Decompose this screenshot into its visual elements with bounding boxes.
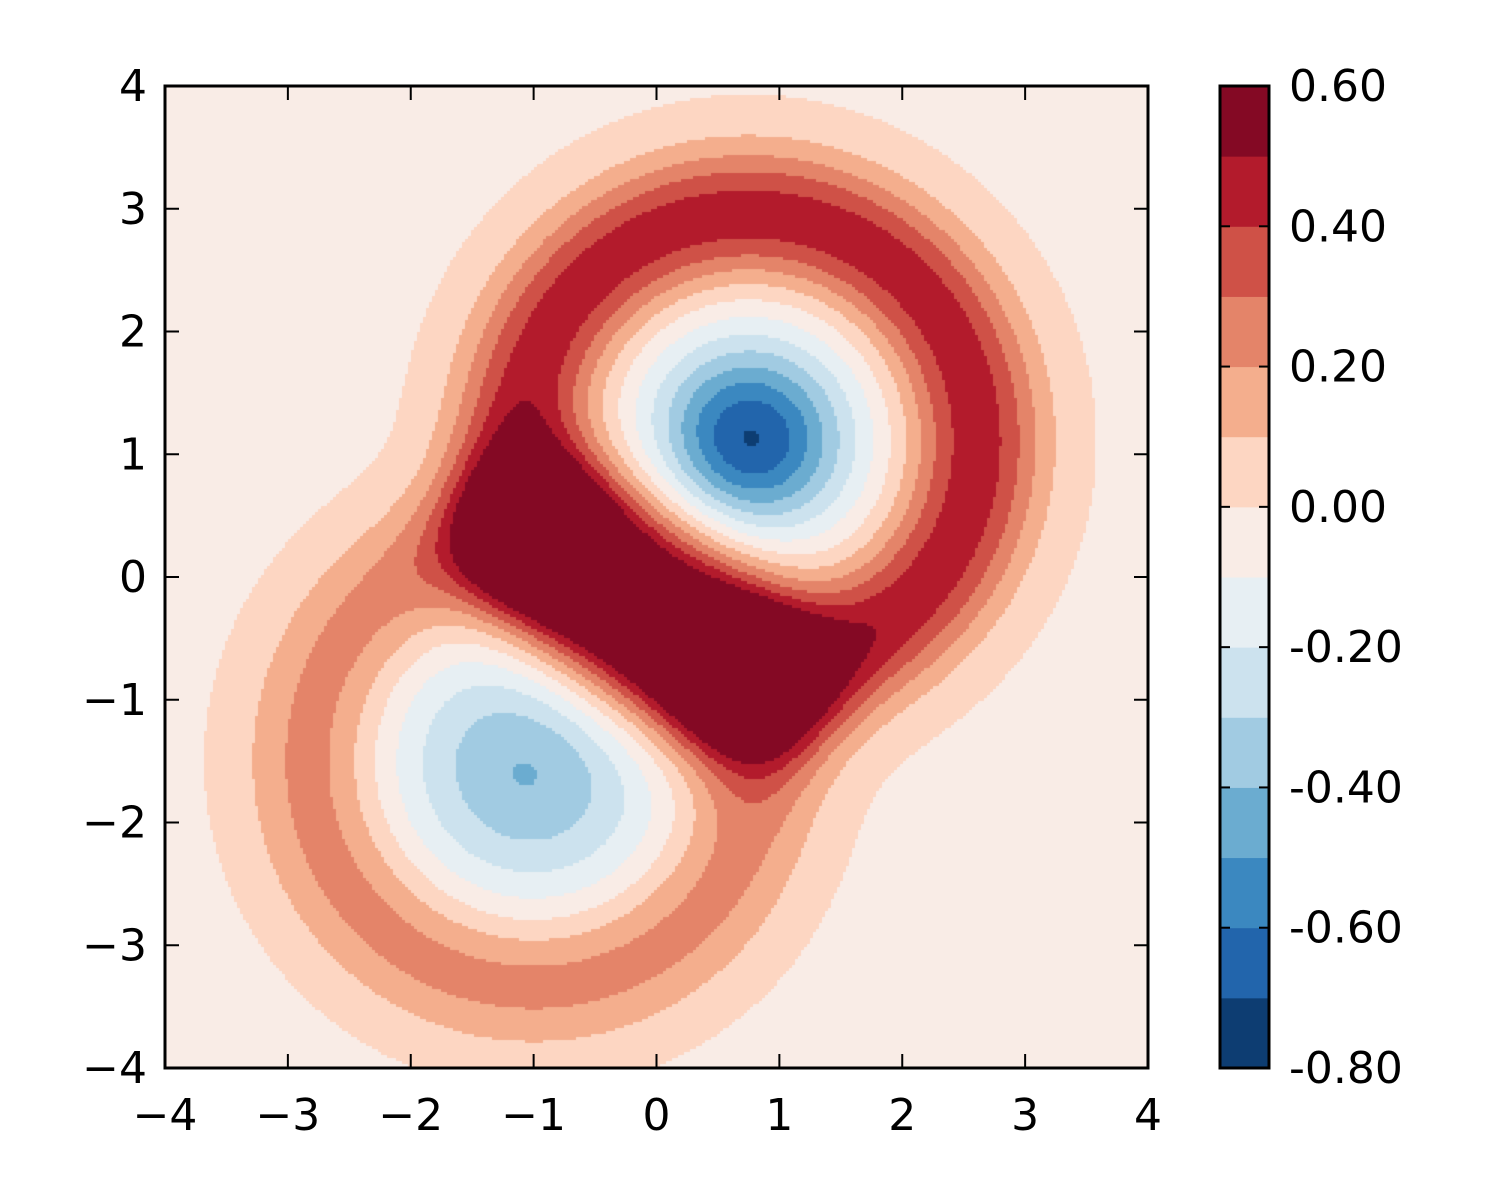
colorbar-band [1220, 577, 1269, 648]
colorbar-band [1220, 997, 1269, 1069]
y-tick-label: 3 [119, 184, 147, 235]
x-tick-label: −1 [501, 1090, 566, 1141]
x-tick-label: 2 [888, 1090, 916, 1141]
x-tick-label: 0 [643, 1090, 671, 1141]
y-tick-label: 2 [119, 307, 147, 358]
y-tick-label: 1 [119, 429, 147, 480]
colorbar-tick-label: -0.20 [1289, 622, 1403, 673]
x-tick-label: −3 [255, 1090, 320, 1141]
colorbar: 0.60 0.40 0.20 0.00 -0.20 -0.40 -0.60 -0.80 [1218, 61, 1403, 1094]
colorbar-tick-label: -0.60 [1289, 903, 1403, 954]
y-tick-label: −1 [82, 675, 147, 726]
colorbar-band [1220, 647, 1269, 718]
y-tick-label: 4 [119, 61, 147, 112]
x-tick-label: 3 [1011, 1090, 1039, 1141]
y-tick-label: −3 [82, 920, 147, 971]
colorbar-band [1220, 296, 1269, 368]
colorbar-band [1220, 436, 1269, 508]
colorbar-tick-label: -0.80 [1289, 1043, 1403, 1094]
colorbar-band [1220, 366, 1269, 438]
colorbar-tick-label: -0.40 [1289, 762, 1403, 813]
y-tick-label: −4 [82, 1043, 147, 1094]
y-tick-label: −2 [82, 798, 147, 849]
colorbar-band [1220, 506, 1269, 578]
colorbar-tick-label: 0.60 [1289, 61, 1387, 112]
colorbar-band [1220, 86, 1269, 157]
colorbar-band [1220, 787, 1269, 859]
plot-area [163, 84, 1150, 1070]
colorbar-band [1220, 156, 1269, 227]
colorbar-band [1220, 927, 1269, 999]
colorbar-band [1220, 857, 1269, 929]
x-tick-label: 4 [1134, 1090, 1162, 1141]
y-axis: −4 −3 −2 −1 0 1 2 3 4 [82, 61, 1148, 1094]
contour-fill [165, 86, 1148, 1068]
x-axis: −4 −3 −2 −1 0 1 2 3 4 [133, 86, 1162, 1141]
x-tick-label: −4 [133, 1090, 198, 1141]
y-tick-label: 0 [119, 552, 147, 603]
colorbar-frame [1218, 84, 1271, 1070]
colorbar-band [1220, 226, 1269, 297]
colorbar-tick-label: 0.40 [1289, 201, 1387, 252]
x-tick-label: −2 [378, 1090, 443, 1141]
colorbar-tick-label: 0.00 [1289, 482, 1387, 533]
colorbar-tick-label: 0.20 [1289, 342, 1387, 393]
colorbar-band [1220, 717, 1269, 788]
x-tick-label: 1 [765, 1090, 793, 1141]
